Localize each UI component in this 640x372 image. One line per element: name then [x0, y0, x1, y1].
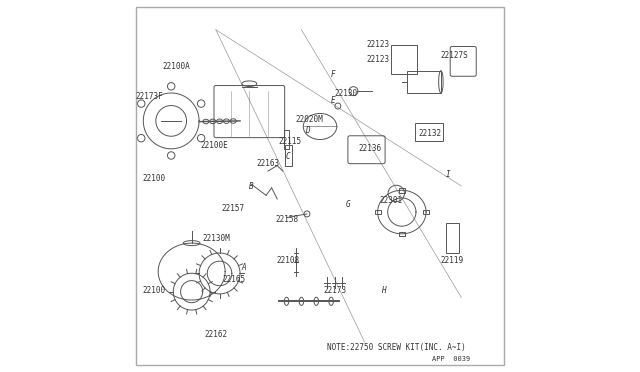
Text: 22157: 22157 [221, 204, 244, 213]
Text: 22163: 22163 [257, 159, 280, 168]
Text: A: A [241, 263, 246, 272]
Text: 22173F: 22173F [135, 92, 163, 101]
Text: 22020M: 22020M [295, 115, 323, 124]
Bar [284, 130, 289, 149]
Text: F: F [331, 70, 335, 79]
Text: 22130M: 22130M [202, 234, 230, 243]
Text: NOTE:22750 SCREW KIT(INC. A~I): NOTE:22750 SCREW KIT(INC. A~I) [328, 343, 466, 352]
Bar [285, 145, 292, 166]
Text: 22108: 22108 [277, 256, 300, 265]
Bar [415, 123, 443, 141]
Text: H: H [381, 286, 385, 295]
Text: G: G [346, 200, 350, 209]
Bar [447, 223, 460, 253]
Bar [374, 210, 381, 214]
Text: E: E [331, 96, 335, 105]
Bar [390, 45, 417, 74]
Text: 22100E: 22100E [200, 141, 228, 150]
Text: 22100: 22100 [143, 174, 166, 183]
Bar [399, 231, 405, 236]
Text: 22123: 22123 [366, 55, 389, 64]
Bar [423, 210, 429, 214]
Text: 22162: 22162 [204, 330, 227, 339]
Text: 22115: 22115 [278, 137, 302, 146]
Text: APP  0039: APP 0039 [431, 356, 470, 362]
Text: D: D [305, 126, 309, 135]
Text: 22130: 22130 [335, 89, 358, 97]
Text: B: B [249, 182, 253, 190]
Text: 22100: 22100 [143, 286, 166, 295]
Text: 22100A: 22100A [163, 62, 191, 71]
Text: 22132: 22132 [418, 129, 442, 138]
Text: 22158: 22158 [275, 215, 298, 224]
Bar [399, 188, 405, 193]
Text: C: C [286, 152, 291, 161]
Text: 22119: 22119 [440, 256, 463, 265]
Text: 22127S: 22127S [440, 51, 468, 60]
Text: 22123: 22123 [366, 40, 389, 49]
Text: 22136: 22136 [358, 144, 382, 153]
Text: 22173: 22173 [323, 286, 346, 295]
Text: 22301: 22301 [379, 196, 403, 205]
Bar [408, 71, 441, 93]
Text: I: I [446, 170, 451, 179]
Text: 22165: 22165 [223, 275, 246, 283]
